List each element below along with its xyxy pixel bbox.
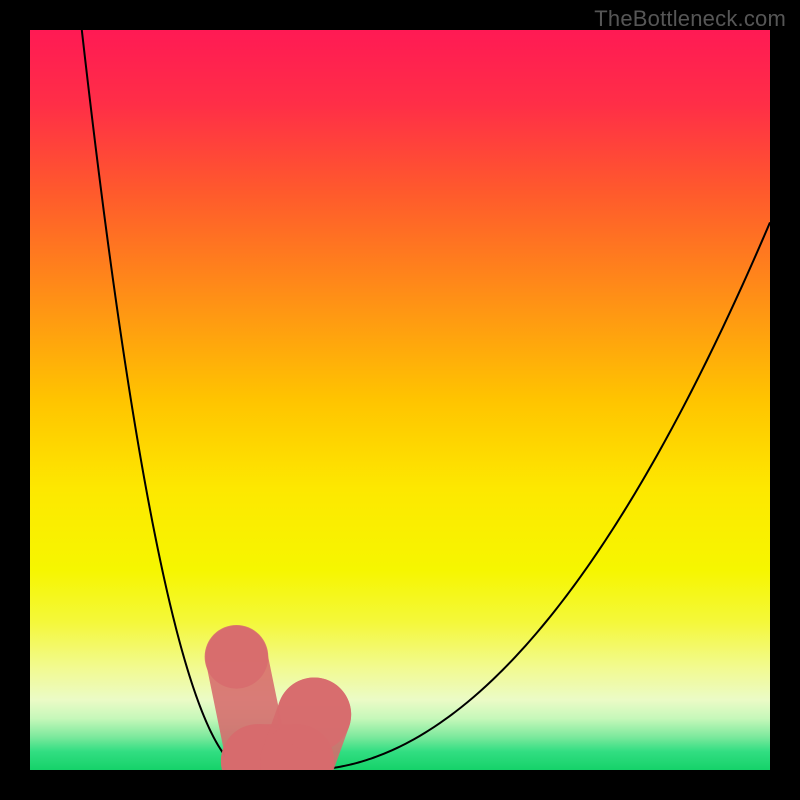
- marker-cap: [277, 678, 351, 752]
- data-markers: [30, 30, 770, 770]
- marker-cap: [205, 625, 269, 689]
- watermark-text: TheBottleneck.com: [594, 6, 786, 32]
- plot-area: [30, 30, 770, 770]
